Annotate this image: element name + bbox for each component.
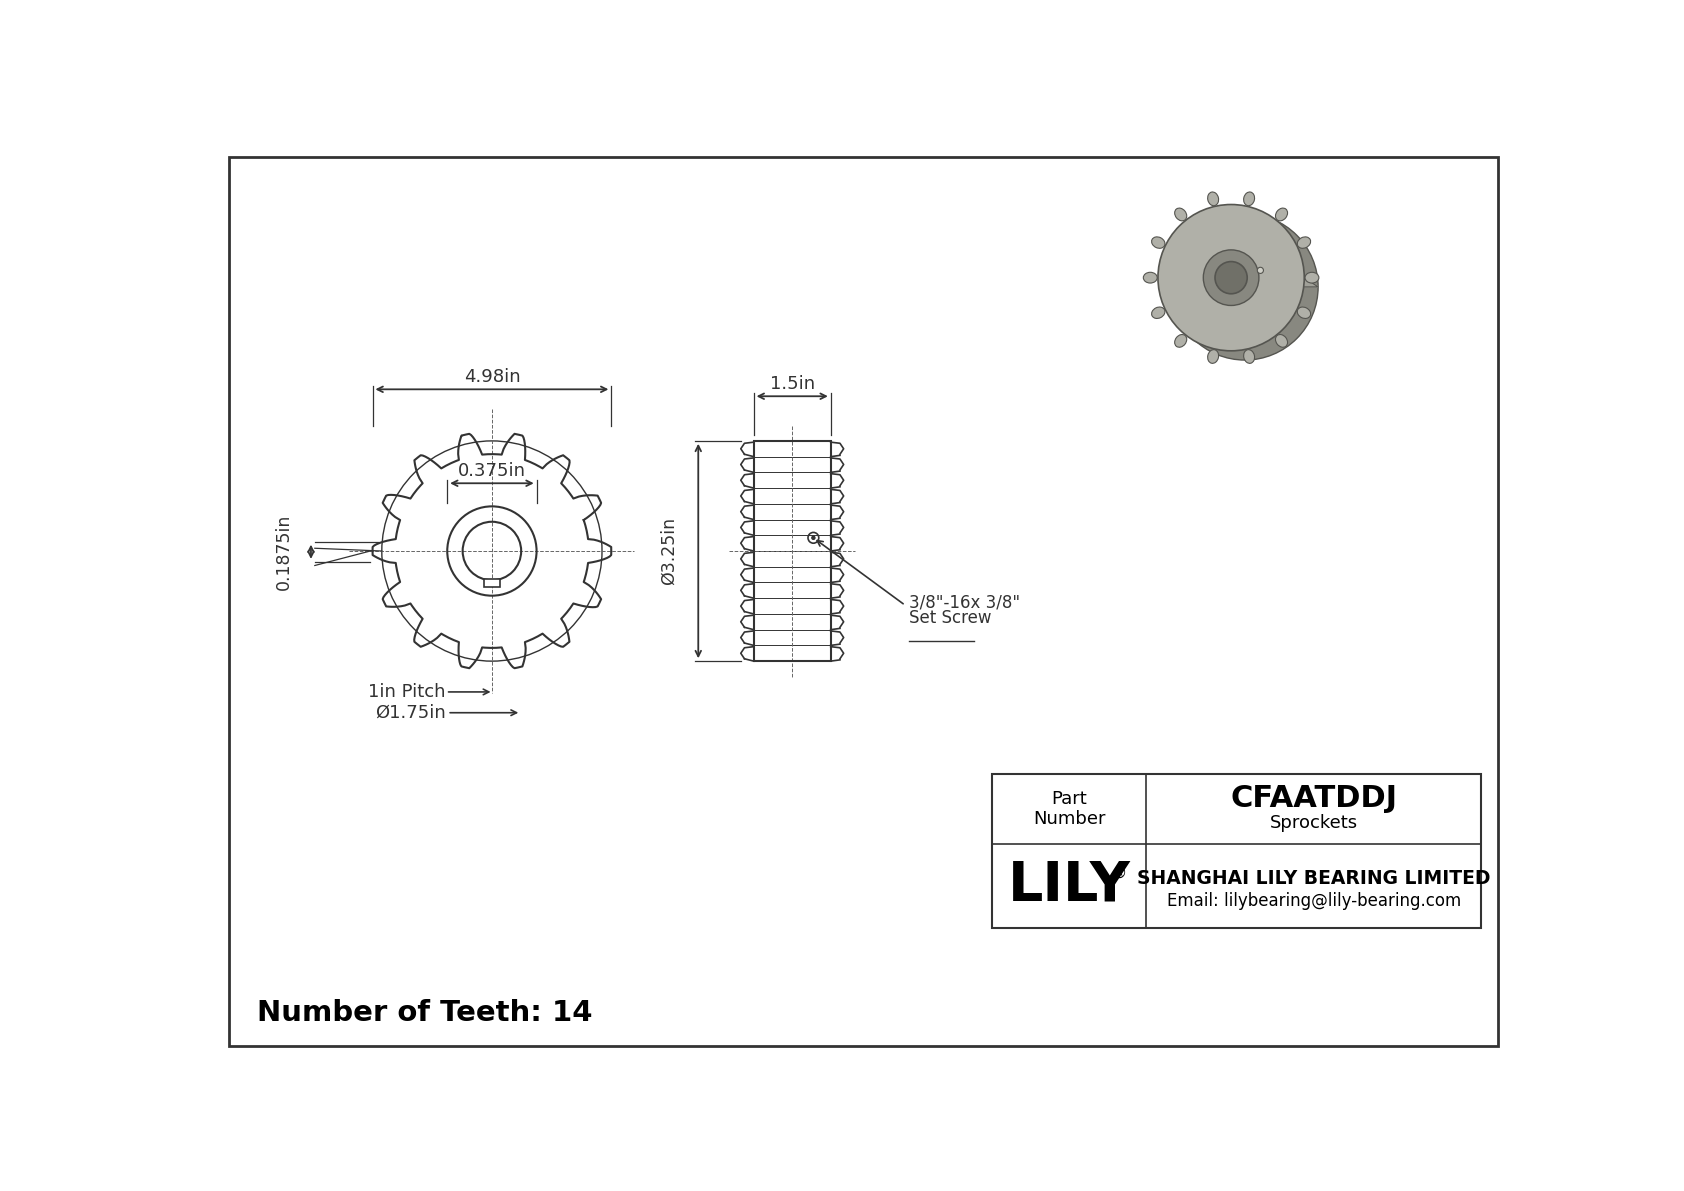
- Ellipse shape: [1143, 273, 1157, 283]
- Circle shape: [812, 536, 815, 540]
- Ellipse shape: [1175, 335, 1187, 348]
- Text: 0.1875in: 0.1875in: [274, 513, 293, 590]
- Ellipse shape: [1305, 273, 1319, 283]
- Text: ®: ®: [1111, 866, 1127, 881]
- Text: SHANGHAI LILY BEARING LIMITED: SHANGHAI LILY BEARING LIMITED: [1137, 868, 1490, 887]
- Ellipse shape: [1152, 237, 1165, 248]
- Text: 0.375in: 0.375in: [458, 462, 525, 480]
- Bar: [992, 774, 1482, 928]
- Ellipse shape: [1297, 237, 1310, 248]
- Circle shape: [1258, 267, 1263, 274]
- Text: Set Screw: Set Screw: [909, 609, 992, 626]
- Text: Part
Number: Part Number: [1034, 790, 1106, 829]
- Text: CFAATDDJ: CFAATDDJ: [1231, 784, 1398, 812]
- Circle shape: [1172, 213, 1319, 360]
- Polygon shape: [1159, 278, 1319, 287]
- Ellipse shape: [1275, 208, 1288, 220]
- Text: 1in Pitch: 1in Pitch: [369, 682, 446, 701]
- Text: Ø1.75in: Ø1.75in: [376, 704, 446, 722]
- Bar: [754, 441, 830, 661]
- Text: 1.5in: 1.5in: [770, 375, 815, 393]
- Ellipse shape: [1243, 192, 1255, 206]
- Circle shape: [1216, 262, 1248, 294]
- Text: Number of Teeth: 14: Number of Teeth: 14: [258, 999, 593, 1027]
- Ellipse shape: [1243, 350, 1255, 363]
- Text: Email: lilybearing@lily-bearing.com: Email: lilybearing@lily-bearing.com: [1167, 892, 1462, 910]
- Circle shape: [1159, 205, 1305, 351]
- Ellipse shape: [1297, 307, 1310, 318]
- Ellipse shape: [1207, 350, 1219, 363]
- Ellipse shape: [1152, 307, 1165, 318]
- Circle shape: [1204, 250, 1260, 305]
- Ellipse shape: [1207, 192, 1219, 206]
- Text: 4.98in: 4.98in: [463, 368, 520, 386]
- Text: Ø3.25in: Ø3.25in: [660, 517, 679, 585]
- Bar: [483, 579, 500, 587]
- Text: LILY: LILY: [1009, 859, 1132, 913]
- Ellipse shape: [1275, 335, 1288, 348]
- Text: Sprockets: Sprockets: [1270, 813, 1357, 831]
- Ellipse shape: [1175, 208, 1187, 220]
- Text: 3/8"-16x 3/8": 3/8"-16x 3/8": [909, 593, 1021, 612]
